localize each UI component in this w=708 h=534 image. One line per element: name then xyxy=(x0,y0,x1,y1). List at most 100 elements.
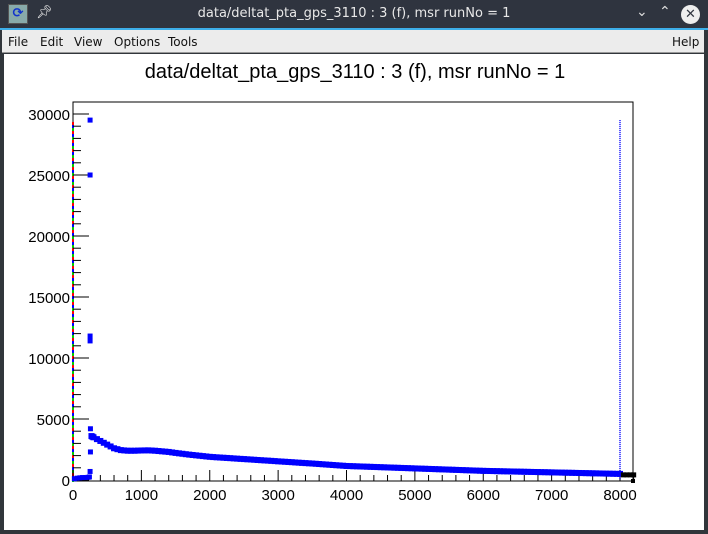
menu-view[interactable]: View xyxy=(74,35,103,49)
data-point xyxy=(278,458,285,465)
y-axis-line-segment xyxy=(72,398,74,401)
data-point xyxy=(558,469,565,476)
x-tick-label: 8000 xyxy=(603,487,636,504)
overflow-point xyxy=(624,472,630,478)
y-axis-line-segment xyxy=(72,167,74,170)
menu-edit[interactable]: Edit xyxy=(40,35,64,49)
data-point xyxy=(357,463,364,470)
close-icon[interactable]: ✕ xyxy=(681,5,700,24)
data-point xyxy=(292,459,299,466)
data-point xyxy=(264,457,271,464)
y-axis-line-segment xyxy=(72,158,74,161)
y-axis-line-segment xyxy=(72,275,74,278)
x-tick-label: 7000 xyxy=(535,487,568,504)
x-tick-label: 1000 xyxy=(125,487,158,504)
data-point xyxy=(295,459,302,466)
y-axis-line-segment xyxy=(72,353,74,356)
data-point xyxy=(353,463,360,470)
minimize-icon[interactable]: ⌄ xyxy=(636,4,648,20)
data-point xyxy=(285,458,292,465)
window-title: data/deltat_pta_gps_3110 : 3 (f), msr ru… xyxy=(197,6,511,21)
y-axis-line-segment xyxy=(72,413,74,416)
root-app-icon[interactable]: ⟳ xyxy=(8,4,28,24)
data-point xyxy=(610,470,617,477)
y-axis-line-segment xyxy=(72,380,74,383)
y-tick-label: 0 xyxy=(62,473,70,490)
data-point xyxy=(401,465,408,472)
y-axis-line-segment xyxy=(72,215,74,218)
y-axis-line-segment xyxy=(72,419,74,422)
data-point xyxy=(254,456,261,463)
data-point xyxy=(82,475,88,481)
data-point xyxy=(107,443,114,450)
y-axis-line-segment xyxy=(72,434,74,437)
plot-canvas[interactable]: data/deltat_pta_gps_3110 : 3 (f), msr ru… xyxy=(4,54,704,530)
y-axis-line-segment xyxy=(72,242,74,245)
y-axis-line-segment xyxy=(72,164,74,167)
data-point xyxy=(466,467,473,474)
data-point xyxy=(405,465,412,472)
y-axis-line-segment xyxy=(72,341,74,344)
y-axis-line-segment xyxy=(72,236,74,239)
y-axis-line-segment xyxy=(72,266,74,269)
y-axis-line-segment xyxy=(72,188,74,191)
plot-frame xyxy=(72,101,634,482)
data-point xyxy=(251,456,258,463)
menu-tools[interactable]: Tools xyxy=(168,35,198,49)
data-point xyxy=(220,454,227,461)
data-point xyxy=(234,455,241,462)
y-tick-label: 20000 xyxy=(28,229,70,246)
y-axis-line-segment xyxy=(72,203,74,206)
y-tick-label: 15000 xyxy=(28,290,70,307)
y-axis-line-segment xyxy=(72,182,74,185)
y-axis-line-segment xyxy=(72,146,74,149)
data-point xyxy=(572,469,579,476)
data-point xyxy=(524,468,531,475)
data-point xyxy=(322,461,329,468)
y-axis-line-segment xyxy=(72,272,74,275)
data-point xyxy=(326,461,333,468)
y-axis-line-segment xyxy=(72,176,74,179)
title-accent-line xyxy=(0,28,708,30)
data-point xyxy=(258,457,265,464)
y-axis-line-segment xyxy=(72,437,74,440)
pin-icon[interactable]: 📌︎ xyxy=(36,5,53,20)
y-axis-line-segment xyxy=(72,455,74,458)
y-axis-line-segment xyxy=(72,233,74,236)
data-point xyxy=(210,454,217,461)
data-point xyxy=(261,457,268,464)
data-point xyxy=(189,451,196,458)
data-point xyxy=(473,467,480,474)
data-point xyxy=(134,447,141,454)
y-axis-line-segment xyxy=(72,467,74,470)
data-point xyxy=(374,464,381,471)
data-point xyxy=(449,466,456,473)
y-axis-line-segment xyxy=(72,461,74,464)
data-point xyxy=(418,465,425,472)
data-point xyxy=(271,458,278,465)
maximize-icon[interactable]: ⌃ xyxy=(659,4,671,20)
data-point xyxy=(329,461,336,468)
data-point xyxy=(86,474,92,480)
menu-options[interactable]: Options xyxy=(114,35,161,49)
y-axis-line-segment xyxy=(72,212,74,215)
y-axis-line-segment xyxy=(72,440,74,443)
data-point xyxy=(582,470,589,477)
y-axis-line-segment xyxy=(72,221,74,224)
menu-help[interactable]: Help xyxy=(672,35,700,49)
y-tick-label: 10000 xyxy=(28,351,70,368)
data-point xyxy=(104,441,111,448)
data-point xyxy=(117,447,124,454)
data-point xyxy=(223,454,230,461)
data-point xyxy=(131,447,138,454)
y-axis-line-segment xyxy=(72,155,74,158)
y-tick-label: 25000 xyxy=(28,168,70,185)
data-point xyxy=(100,439,107,446)
y-axis-line-segment xyxy=(72,254,74,257)
y-axis-line-segment xyxy=(72,299,74,302)
menu-file[interactable]: File xyxy=(8,35,29,49)
data-point xyxy=(367,463,374,470)
data-point xyxy=(552,469,559,476)
data-point xyxy=(77,475,83,481)
y-axis-line-segment xyxy=(72,389,74,392)
